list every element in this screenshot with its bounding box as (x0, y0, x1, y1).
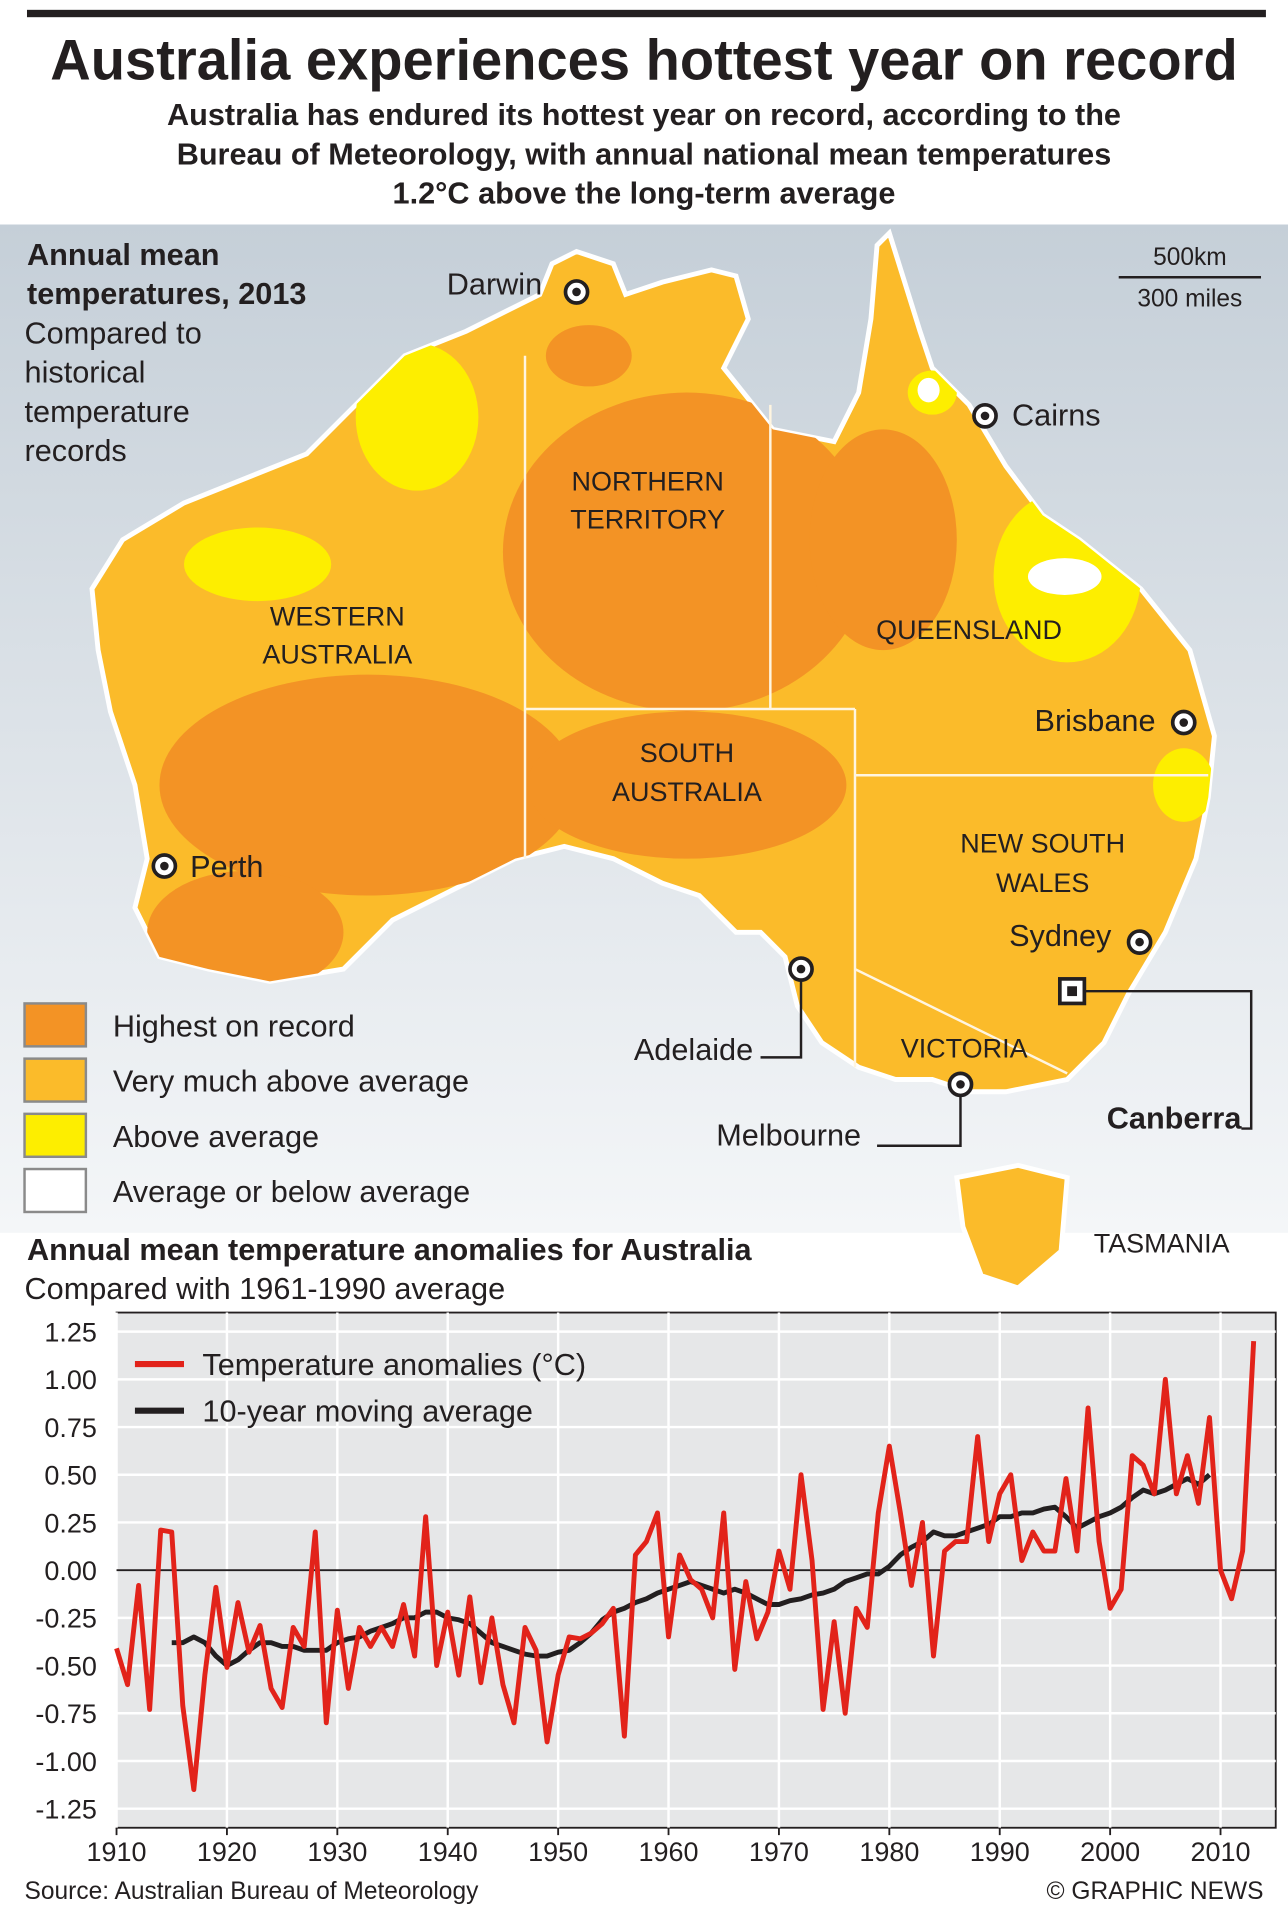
subtitle: 1.2°C above the long-term average (393, 177, 896, 211)
y-tick-label: -1.00 (35, 1747, 96, 1777)
legend-swatch (23, 1002, 88, 1048)
y-tick-label: 0.25 (44, 1508, 97, 1538)
city-label: Sydney (1009, 919, 1112, 953)
chart: 1910 1920 1930 1940 1950 1960 1970 1980 1990 2000… (35, 1311, 1277, 1867)
city-label: Perth (190, 850, 263, 884)
city-label: Adelaide (634, 1033, 753, 1067)
city-marker (796, 964, 806, 974)
y-tick-label: 1.00 (44, 1365, 97, 1395)
legend-label: 10-year moving average (202, 1395, 533, 1429)
x-tick-label: 1950 (528, 1837, 588, 1867)
map-subheading: records (25, 434, 127, 468)
source: Source: Australian Bureau of Meteorology (25, 1878, 480, 1905)
city-label: Brisbane (1035, 704, 1156, 738)
x-tick-label: 1960 (639, 1837, 699, 1867)
x-tick-label: 1970 (749, 1837, 809, 1867)
city-marker (956, 1080, 965, 1089)
city-marker (980, 411, 990, 421)
capital-marker (1067, 986, 1078, 997)
y-tick-label: 0.75 (44, 1413, 97, 1443)
zone-highest (545, 325, 632, 387)
x-tick-label: 1990 (970, 1837, 1030, 1867)
region-label: TERRITORY (570, 505, 725, 535)
map-subheading: Compared to (25, 316, 202, 350)
y-tick-label: 0.50 (44, 1461, 97, 1491)
city-marker (1135, 937, 1144, 947)
x-tick-label: 1910 (87, 1837, 147, 1867)
city-label: Canberra (1107, 1102, 1243, 1136)
legend-label: Temperature anomalies (°C) (202, 1348, 586, 1382)
region-label: TASMANIA (1094, 1228, 1230, 1258)
region-label: NORTHERN (572, 467, 724, 497)
map-subheading: historical (25, 356, 146, 390)
scale-miles: 300 miles (1137, 286, 1242, 313)
zone-above (355, 343, 479, 491)
chart-subtitle: Compared with 1961-1990 average (25, 1272, 506, 1306)
legend-label: Very much above average (113, 1065, 469, 1099)
subtitle: Australia has endured its hottest year o… (167, 98, 1121, 132)
map-legend: Highest on record Very much above average… (23, 1002, 470, 1214)
region-label: QUEENSLAND (876, 615, 1062, 645)
legend-swatch (23, 1057, 88, 1103)
map-subheading: temperature (25, 395, 190, 429)
x-tick-label: 1930 (307, 1837, 367, 1867)
map (92, 233, 1214, 1288)
y-tick-label: 0.00 (44, 1556, 97, 1586)
top-bar (26, 9, 1266, 18)
y-tick-label: -0.25 (35, 1604, 96, 1634)
city-marker (160, 861, 169, 871)
city-marker (572, 287, 581, 297)
state-border (523, 355, 1209, 1075)
x-tick-label: 1920 (197, 1837, 257, 1867)
city-markers (151, 279, 1197, 1098)
zone-highest (809, 429, 957, 651)
zone-highest (147, 870, 344, 994)
temperature-zones (147, 325, 1215, 994)
region-label: WESTERN (270, 602, 405, 632)
subtitle: Bureau of Meteorology, with annual natio… (177, 137, 1112, 171)
legend-swatch (23, 1112, 88, 1158)
region-label: SOUTH (640, 738, 734, 768)
zone-highest (502, 392, 871, 712)
x-tick-label: 2000 (1080, 1837, 1140, 1867)
zone-highest (527, 711, 847, 859)
city-marker (1179, 718, 1189, 727)
city-label: Melbourne (716, 1119, 861, 1153)
legend-label: Average or below average (113, 1175, 470, 1209)
chart-title: Annual mean temperature anomalies for Au… (27, 1233, 753, 1267)
zone-above (1153, 748, 1215, 822)
zone-highest (159, 674, 577, 896)
y-tick-label: -1.25 (35, 1794, 96, 1824)
zone-above (184, 527, 332, 602)
title: Australia experiences hottest year on re… (50, 29, 1237, 93)
map-heading: temperatures, 2013 (27, 277, 306, 311)
region-label: VICTORIA (901, 1033, 1028, 1063)
series-line (114, 1341, 1257, 1793)
leader-line (760, 981, 1253, 1147)
x-tick-label: 1940 (418, 1837, 478, 1867)
region-label: NEW SOUTH (960, 829, 1125, 859)
zone-average (1027, 558, 1102, 595)
city-label: Cairns (1012, 399, 1101, 433)
region-label: AUSTRALIA (612, 777, 762, 807)
region-label: AUSTRALIA (262, 640, 412, 670)
map-heading: Annual mean (27, 238, 220, 272)
region-label: WALES (996, 868, 1089, 898)
y-tick-label: -0.50 (35, 1651, 96, 1681)
y-tick-label: 1.25 (44, 1317, 97, 1347)
y-tick-label: -0.75 (35, 1699, 96, 1729)
scale-km: 500km (1153, 244, 1227, 271)
legend-label: Above average (113, 1120, 319, 1154)
zone-average (917, 377, 940, 403)
x-tick-label: 2010 (1191, 1837, 1251, 1867)
x-tick-label: 1980 (859, 1837, 919, 1867)
legend-swatch (23, 1167, 88, 1214)
credit: © GRAPHIC NEWS (1047, 1878, 1264, 1905)
legend-label: Highest on record (113, 1010, 355, 1044)
city-label: Darwin (447, 267, 542, 301)
